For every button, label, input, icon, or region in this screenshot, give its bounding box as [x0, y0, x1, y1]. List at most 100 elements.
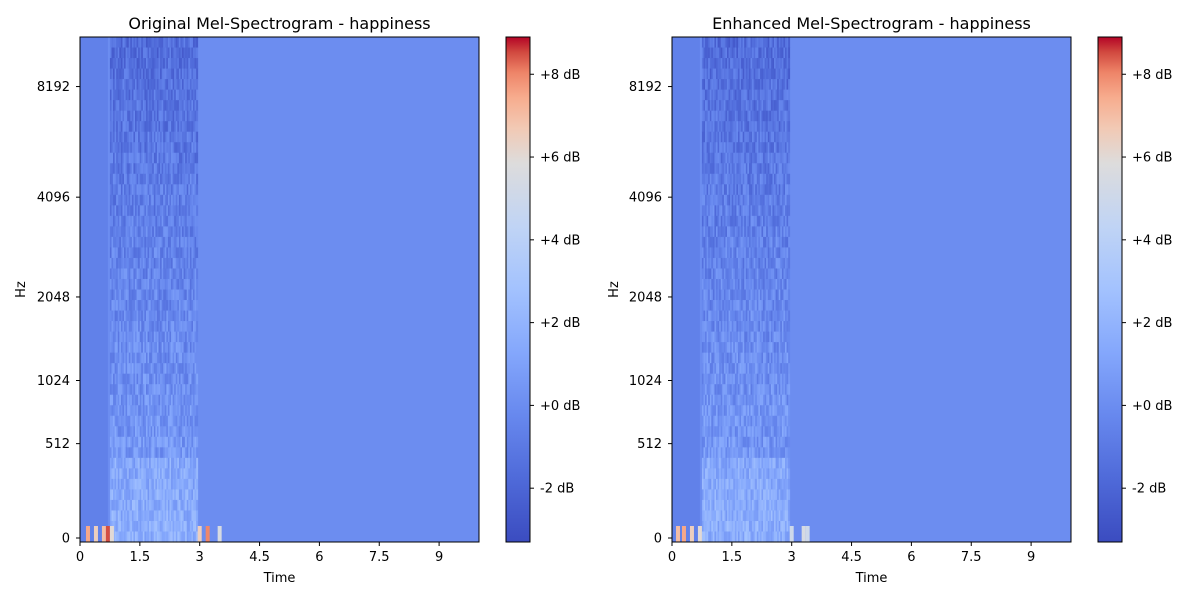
heatmap-cell [720, 58, 723, 69]
heatmap-cell [747, 331, 750, 343]
heatmap-cell [701, 373, 704, 385]
heatmap-cell [712, 173, 715, 185]
heatmap-cell [122, 510, 125, 522]
heatmap-cell [723, 310, 726, 322]
heatmap-cell [145, 152, 148, 164]
heatmap-cell [182, 131, 184, 143]
heatmap-cell [767, 131, 770, 143]
heatmap-cell [742, 342, 745, 354]
heatmap-cell [770, 384, 773, 396]
heatmap-cell [144, 173, 147, 185]
heatmap-cell [712, 300, 715, 311]
heatmap-cell [764, 184, 767, 196]
heatmap-cell [193, 520, 195, 532]
heatmap-cell [147, 363, 150, 375]
heatmap-cell [712, 226, 715, 238]
heatmap-cell [709, 478, 712, 490]
heatmap-cell [772, 173, 775, 185]
heatmap-cell [767, 457, 770, 469]
heatmap-cell [171, 37, 174, 48]
heatmap-cell [127, 457, 130, 469]
heatmap-cell [122, 47, 125, 59]
heatmap-cell [708, 499, 711, 511]
heatmap-cell [177, 131, 180, 143]
heatmap-cell [758, 394, 761, 406]
heatmap-cell [714, 436, 717, 448]
heatmap-cell [164, 226, 167, 238]
heatmap-cell [196, 205, 199, 217]
heatmap-cell [144, 247, 147, 259]
heatmap-cell [119, 310, 122, 322]
heatmap-cell [149, 47, 152, 59]
heatmap-cell [149, 247, 152, 259]
heatmap-cell [139, 278, 142, 290]
heatmap-cell [185, 247, 188, 259]
heatmap-cell [113, 321, 116, 332]
heatmap-cell [722, 79, 725, 90]
heatmap-cell [166, 194, 169, 206]
heatmap-cell [175, 58, 178, 69]
heatmap-cell [764, 278, 767, 290]
heatmap-cell [769, 310, 772, 322]
heatmap-cell [734, 520, 737, 532]
heatmap-cell [733, 468, 736, 480]
heatmap-cell [745, 510, 748, 522]
heatmap-cell [705, 215, 708, 227]
heatmap-cell [117, 405, 120, 417]
heatmap-cell [767, 331, 770, 343]
heatmap-cell [758, 342, 761, 354]
heatmap-cell [147, 415, 150, 427]
heatmap-cell [175, 373, 178, 385]
heatmap-cell [734, 184, 737, 196]
heatmap-cell [196, 257, 199, 269]
heatmap-cell [171, 363, 174, 375]
heatmap-cell [706, 142, 709, 154]
heatmap-cell [113, 131, 116, 143]
heatmap-cell [136, 257, 139, 269]
heatmap-cell [188, 215, 191, 227]
heatmap-cell [728, 447, 731, 459]
heatmap-cell [122, 331, 125, 343]
x-tick-label: 9 [435, 550, 443, 565]
heatmap-cell [748, 457, 751, 469]
heatmap-cell [709, 278, 712, 290]
heatmap-cell [138, 384, 141, 396]
heatmap-cell [171, 478, 174, 490]
heatmap-cell [774, 436, 776, 448]
heatmap-cell [742, 142, 745, 154]
heatmap-cell [761, 110, 764, 122]
heatmap-cell [744, 447, 747, 459]
heatmap-cell [158, 478, 161, 490]
heatmap-cell [701, 89, 704, 101]
heatmap-cell [741, 531, 744, 543]
heatmap-cell [131, 152, 134, 164]
heatmap-cell [709, 289, 712, 301]
heatmap-cell [164, 436, 167, 448]
heatmap-cell [178, 321, 181, 332]
heatmap-cell [161, 373, 164, 385]
heatmap-cell [705, 331, 708, 343]
heatmap-cell [125, 310, 128, 322]
heatmap-cell [731, 110, 734, 122]
heatmap-cell [734, 363, 737, 375]
heatmap-cell [177, 121, 180, 133]
heatmap-cell [160, 394, 163, 406]
heatmap-cell [739, 300, 742, 311]
heatmap-cell [753, 152, 756, 164]
heatmap-cell [723, 100, 726, 112]
heatmap-cell [708, 278, 711, 290]
heatmap-cell [191, 489, 194, 501]
heatmap-cell [177, 152, 180, 164]
heatmap-cell [759, 58, 762, 69]
heatmap-cell [147, 152, 150, 164]
heatmap-cell [706, 447, 709, 459]
heatmap-cell [722, 236, 725, 248]
heatmap-cell [139, 236, 142, 248]
heatmap-cell [701, 331, 704, 343]
heatmap-cell [769, 152, 772, 164]
heatmap-cell [730, 257, 733, 269]
heatmap-cell [125, 257, 128, 269]
heatmap-cell [180, 163, 183, 175]
heatmap-cell [714, 79, 717, 90]
heatmap-cell [144, 58, 147, 69]
